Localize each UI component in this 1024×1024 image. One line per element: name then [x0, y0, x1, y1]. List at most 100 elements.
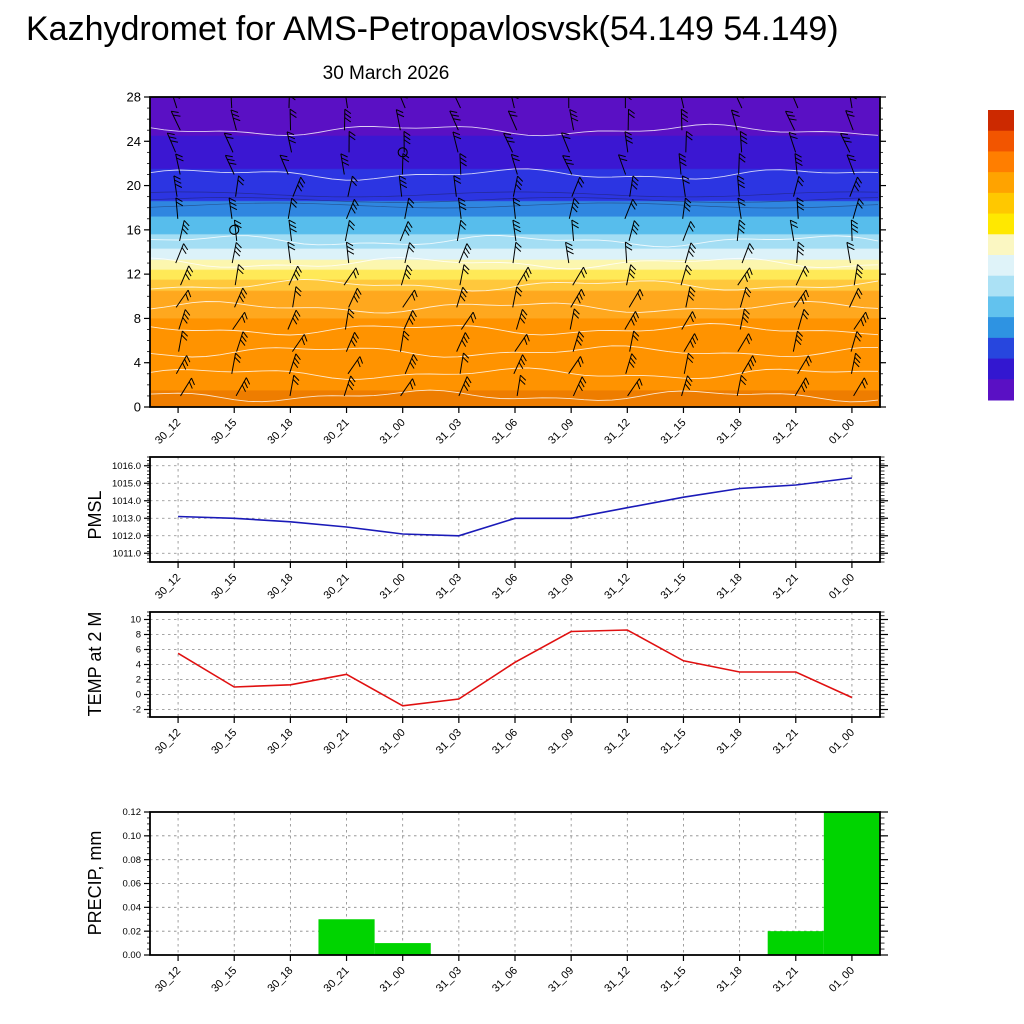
x-tick-label: 31_21: [771, 965, 801, 995]
y-tick-label: 0.08: [123, 855, 142, 866]
colorbar-segment: [988, 192, 1014, 215]
y-tick-label: 1015.0: [112, 478, 141, 489]
x-tick-label: 30_12: [153, 572, 183, 602]
colorbar-segment: [988, 337, 1014, 360]
chart-date-title: 30 March 2026: [322, 63, 450, 84]
temp-axis-label: TEMP at 2 M: [85, 612, 105, 717]
y-tick-label: 16: [127, 222, 141, 237]
colorbar-segment: [988, 130, 1014, 152]
y-tick-label: 1016.0: [112, 461, 141, 472]
y-tick-label: 24: [127, 134, 141, 149]
x-tick-label: 30_15: [209, 965, 239, 995]
y-tick-label: 0.10: [123, 831, 142, 842]
x-tick-labels: 30_12 30_15 30_18 30_21 31_00 31_03 31_06 31_09…: [153, 965, 857, 995]
panel-frame: [149, 811, 881, 956]
axis-ticks: 0.00 0.02 0.04 0.06 0.08 0.10 0.12: [123, 807, 888, 961]
x-tick-label: 31_06: [490, 727, 520, 757]
x-tick-label: 31_00: [378, 572, 408, 602]
x-tick-label: 31_12: [602, 417, 632, 447]
precip-bar: [318, 919, 375, 955]
x-tick-label: 30_15: [209, 727, 239, 757]
colorbar-segment: [988, 379, 1014, 401]
x-tick-label: 31_06: [490, 417, 520, 447]
x-tick-labels: 30_12 30_15 30_18 30_21 31_00 31_03 31_06 31_09…: [153, 572, 857, 602]
colorbar-segment: [988, 151, 1014, 173]
x-tick-label: 30_18: [265, 965, 295, 995]
x-tick-label: 30_18: [265, 417, 295, 447]
x-tick-label: 01_00: [827, 965, 857, 995]
pmsl-axis-label: PMSL: [85, 490, 105, 539]
precip-axis-label: PRECIP, mm: [85, 831, 105, 936]
x-tick-labels: 30_12 30_15 30_18 30_21 31_00 31_03 31_06 31_09…: [153, 417, 857, 447]
y-tick-label: 0.00: [123, 950, 142, 961]
y-tick-label: 1011.0: [113, 548, 141, 559]
y-tick-label: 28: [127, 90, 141, 105]
temperature-colorbar: [988, 110, 1014, 401]
x-tick-label: 31_21: [771, 572, 801, 602]
x-tick-labels: 30_12 30_15 30_18 30_21 31_00 31_03 31_06 31_09…: [153, 727, 857, 757]
y-tick-label: 2: [136, 675, 141, 686]
x-tick-label: 30_12: [153, 417, 183, 447]
colorbar-segment: [988, 213, 1014, 235]
x-tick-label: 31_21: [771, 417, 801, 447]
x-tick-label: 31_21: [771, 727, 801, 757]
x-tick-label: 31_06: [490, 965, 520, 995]
wind-barbs: [166, 97, 869, 397]
x-tick-label: 31_15: [658, 417, 688, 447]
x-tick-label: 31_12: [602, 727, 632, 757]
x-tick-label: 31_03: [434, 572, 464, 602]
upper-air-panel: 0 4 8 12 16 20 24 28 30_12 30_15 30_18 30_21 31_00 31…: [127, 90, 886, 447]
pmsl-line: [178, 477, 852, 537]
x-tick-label: 31_00: [378, 417, 408, 447]
x-tick-label: 30_15: [209, 572, 239, 602]
x-tick-label: 31_06: [490, 572, 520, 602]
pmsl-panel: 1011.0 1012.0 1013.0 1014.0 1015.0 1016.0 30_1…: [112, 456, 888, 602]
x-tick-label: 30_15: [209, 417, 239, 447]
y-tick-label: 0.12: [123, 807, 142, 818]
panel-frame: [149, 611, 881, 718]
x-tick-label: 30_12: [153, 965, 183, 995]
colorbar-segment: [988, 255, 1014, 277]
x-tick-label: 31_18: [715, 965, 745, 995]
precip-bars: [318, 812, 880, 955]
x-tick-label: 01_00: [827, 417, 857, 447]
x-tick-label: 31_03: [434, 965, 464, 995]
y-tick-label: 0.04: [123, 903, 142, 914]
y-tick-label: 10: [130, 615, 141, 626]
y-tick-label: -2: [133, 705, 141, 716]
x-tick-label: 31_18: [715, 727, 745, 757]
precip-bar: [823, 812, 880, 955]
x-tick-label: 31_18: [715, 417, 745, 447]
y-tick-label: 0: [136, 690, 141, 701]
x-tick-label: 31_15: [658, 965, 688, 995]
y-tick-label: 0.06: [123, 879, 142, 890]
x-tick-label: 31_12: [602, 572, 632, 602]
temp-line: [177, 629, 853, 707]
x-tick-label: 31_12: [602, 965, 632, 995]
colorbar-segment: [988, 275, 1014, 297]
x-tick-label: 31_03: [434, 417, 464, 447]
y-tick-label: 20: [127, 178, 141, 193]
x-tick-label: 31_00: [378, 965, 408, 995]
axis-ticks: 1011.0 1012.0 1013.0 1014.0 1015.0 1016.0: [112, 456, 888, 568]
x-tick-label: 31_15: [658, 572, 688, 602]
page-title: Kazhydromet for AMS-Petropavlosvsk(54.14…: [26, 10, 839, 48]
y-tick-label: 1012.0: [112, 531, 141, 542]
colorbar-segment: [988, 172, 1014, 194]
panel-frame: [149, 456, 881, 563]
y-tick-label: 6: [136, 645, 141, 656]
x-tick-label: 30_18: [265, 572, 295, 602]
x-tick-label: 31_15: [658, 727, 688, 757]
x-tick-label: 31_09: [546, 572, 576, 602]
x-tick-label: 01_00: [827, 727, 857, 757]
precip-bar: [767, 931, 824, 955]
y-tick-label: 8: [136, 630, 141, 641]
colorbar-segment: [988, 296, 1014, 318]
x-tick-label: 30_21: [322, 965, 352, 995]
x-tick-label: 01_00: [827, 572, 857, 602]
y-tick-label: 8: [134, 311, 141, 326]
y-tick-label: 0: [134, 400, 141, 415]
